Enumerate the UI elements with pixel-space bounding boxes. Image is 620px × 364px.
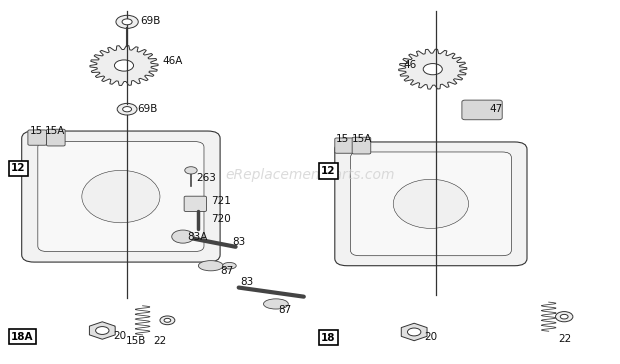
Text: 263: 263: [196, 173, 216, 183]
Text: 18: 18: [321, 333, 335, 343]
FancyBboxPatch shape: [28, 130, 46, 145]
Ellipse shape: [223, 262, 236, 269]
Ellipse shape: [82, 170, 160, 223]
Text: 720: 720: [211, 214, 231, 224]
Text: 15A: 15A: [45, 126, 65, 136]
FancyBboxPatch shape: [184, 196, 206, 211]
Text: 12: 12: [11, 163, 25, 173]
Circle shape: [164, 318, 171, 322]
Polygon shape: [399, 49, 467, 89]
Text: 83: 83: [232, 237, 246, 247]
Polygon shape: [90, 46, 158, 86]
Text: 20: 20: [425, 332, 438, 343]
Text: 47: 47: [490, 104, 503, 114]
Circle shape: [556, 312, 573, 322]
Circle shape: [160, 316, 175, 325]
Ellipse shape: [198, 261, 223, 271]
Circle shape: [116, 15, 138, 28]
Circle shape: [123, 107, 131, 112]
Circle shape: [117, 103, 137, 115]
FancyBboxPatch shape: [352, 137, 371, 154]
Text: 83: 83: [241, 277, 254, 287]
Circle shape: [115, 60, 133, 71]
FancyBboxPatch shape: [38, 142, 204, 252]
Ellipse shape: [264, 299, 288, 309]
Text: 15B: 15B: [126, 336, 146, 347]
Text: 15: 15: [336, 134, 349, 144]
FancyBboxPatch shape: [335, 138, 353, 153]
Text: 83A: 83A: [187, 232, 208, 242]
Polygon shape: [89, 322, 115, 339]
Circle shape: [95, 327, 109, 335]
Text: 87: 87: [278, 305, 291, 315]
Circle shape: [560, 314, 568, 319]
Text: 721: 721: [211, 196, 231, 206]
Text: 69B: 69B: [138, 104, 158, 114]
FancyBboxPatch shape: [46, 129, 65, 146]
Text: 46A: 46A: [162, 56, 183, 66]
Text: 15A: 15A: [352, 134, 372, 144]
Text: 46: 46: [403, 60, 416, 70]
Text: 87: 87: [220, 266, 233, 276]
Text: 20: 20: [113, 331, 126, 341]
Text: 12: 12: [321, 166, 335, 176]
Ellipse shape: [393, 179, 469, 229]
FancyBboxPatch shape: [22, 131, 220, 262]
FancyBboxPatch shape: [350, 152, 512, 256]
Text: 15: 15: [30, 126, 43, 136]
Text: 22: 22: [153, 336, 167, 347]
FancyBboxPatch shape: [462, 100, 502, 120]
Circle shape: [122, 19, 132, 25]
Circle shape: [423, 64, 442, 75]
Text: 18A: 18A: [11, 332, 33, 342]
Circle shape: [172, 230, 194, 243]
Circle shape: [185, 167, 197, 174]
FancyBboxPatch shape: [335, 142, 527, 266]
Text: 69B: 69B: [140, 16, 161, 26]
Circle shape: [407, 328, 421, 336]
Polygon shape: [401, 323, 427, 341]
Text: 22: 22: [558, 334, 571, 344]
Text: eReplacementParts.com: eReplacementParts.com: [225, 168, 395, 182]
